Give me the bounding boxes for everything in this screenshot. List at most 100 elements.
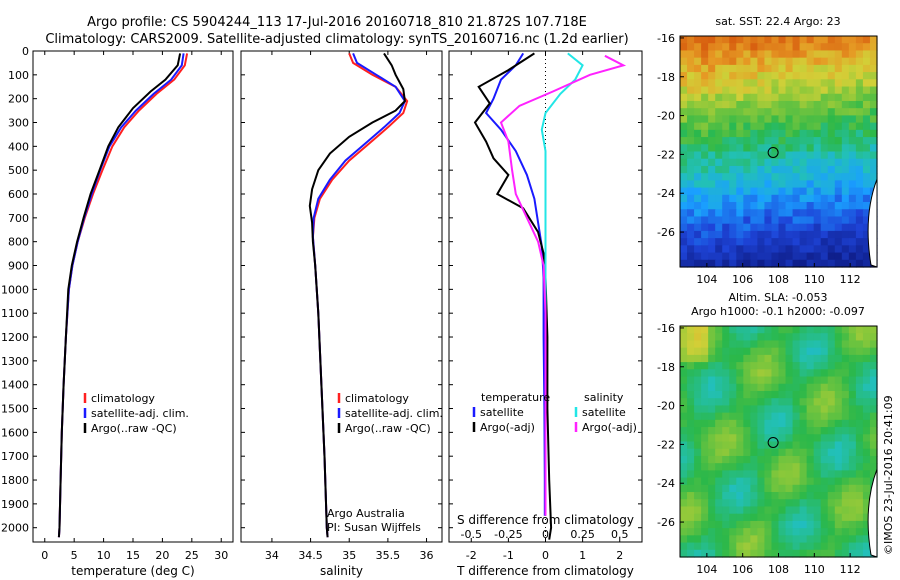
- heatmap-cell: [757, 245, 766, 254]
- heatmap-cell: [764, 405, 773, 414]
- heatmap-cell: [792, 216, 801, 225]
- heatmap-cell: [806, 549, 815, 558]
- heatmap-cell: [708, 259, 716, 268]
- heatmap-cell: [813, 549, 822, 558]
- heatmap-cell: [792, 390, 801, 399]
- heatmap-cell: [750, 405, 758, 414]
- heatmap-cell: [841, 79, 850, 88]
- heatmap-cell: [855, 187, 864, 196]
- heatmap-cell: [736, 383, 744, 392]
- heatmap-cell: [708, 549, 716, 558]
- heatmap-cell: [736, 108, 744, 117]
- heatmap-cell: [764, 43, 773, 52]
- heatmap-cell: [736, 86, 744, 95]
- heatmap-cell: [764, 252, 773, 261]
- temperature-xtick-label: 0: [41, 549, 48, 562]
- heatmap-cell: [820, 86, 829, 95]
- heatmap-cell: [771, 354, 780, 363]
- heatmap-cell: [855, 542, 864, 551]
- heatmap-cell: [834, 398, 843, 407]
- heatmap-cell: [799, 535, 808, 544]
- heatmap-cell: [680, 144, 688, 153]
- heatmap-cell: [778, 326, 787, 334]
- heatmap-cell: [820, 57, 829, 66]
- heatmap-cell: [820, 535, 829, 544]
- heatmap-cell: [743, 362, 751, 370]
- heatmap-cell: [813, 158, 822, 167]
- heatmap-cell: [680, 202, 688, 210]
- heatmap-cell: [743, 383, 751, 392]
- heatmap-cell: [848, 520, 857, 529]
- heatmap-cell: [687, 383, 695, 392]
- heatmap-cell: [694, 79, 702, 88]
- heatmap-cell: [743, 158, 751, 167]
- heatmap-cell: [743, 108, 751, 117]
- heatmap-cell: [820, 72, 829, 80]
- heatmap-cell: [750, 369, 758, 378]
- heatmap-cell: [855, 100, 864, 109]
- heatmap-cell: [806, 216, 815, 225]
- heatmap-cell: [701, 151, 709, 160]
- heatmap-cell: [743, 506, 751, 515]
- heatmap-cell: [680, 36, 688, 44]
- heatmap-cell: [778, 144, 787, 153]
- heatmap-cell: [722, 57, 730, 66]
- heatmap-cell: [764, 470, 773, 479]
- heatmap-cell: [806, 202, 815, 210]
- heatmap-cell: [813, 72, 822, 80]
- heatmap-cell: [687, 50, 695, 59]
- heatmap-cell: [799, 187, 808, 196]
- heatmap-cell: [792, 419, 801, 428]
- heatmap-cell: [792, 383, 801, 392]
- heatmap-cell: [834, 376, 843, 385]
- heatmap-cell: [687, 354, 695, 363]
- heatmap-cell: [827, 340, 836, 349]
- heatmap-cell: [799, 354, 808, 363]
- heatmap-cell: [813, 405, 822, 414]
- heatmap-cell: [757, 369, 766, 378]
- heatmap-cell: [694, 64, 702, 73]
- heatmap-cell: [813, 36, 822, 44]
- heatmap-cell: [701, 72, 709, 80]
- heatmap-cell: [862, 455, 871, 464]
- depth-tick-label: 300: [8, 117, 29, 130]
- heatmap-cell: [820, 122, 829, 131]
- heatmap-cell: [813, 520, 822, 529]
- heatmap-cell: [764, 506, 773, 515]
- series-argo-raw-qc-: [308, 52, 406, 538]
- heatmap-cell: [813, 238, 822, 246]
- heatmap-cell: [687, 202, 695, 210]
- series-t-argo-adj-: [473, 52, 553, 540]
- heatmap-cell: [764, 369, 773, 378]
- heatmap-cell: [764, 535, 773, 544]
- heatmap-cell: [869, 347, 878, 356]
- heatmap-cell: [750, 72, 758, 80]
- heatmap-cell: [722, 108, 730, 117]
- heatmap-cell: [806, 506, 815, 515]
- heatmap-cell: [813, 470, 822, 479]
- heatmap-cell: [750, 362, 758, 370]
- heatmap-cell: [701, 129, 709, 138]
- heatmap-cell: [862, 115, 871, 124]
- heatmap-cell: [687, 57, 695, 66]
- heatmap-cell: [715, 477, 723, 486]
- heatmap-cell: [715, 441, 723, 450]
- heatmap-cell: [771, 245, 780, 254]
- heatmap-cell: [869, 441, 878, 450]
- heatmap-cell: [820, 405, 829, 414]
- heatmap-cell: [736, 427, 744, 435]
- heatmap-cell: [855, 64, 864, 73]
- sst-lat-label: -24: [657, 187, 675, 200]
- heatmap-cell: [848, 354, 857, 363]
- heatmap-cell: [841, 499, 850, 508]
- heatmap-cell: [701, 441, 709, 450]
- heatmap-cell: [715, 165, 723, 174]
- heatmap-cell: [862, 151, 871, 160]
- heatmap-cell: [862, 441, 871, 450]
- heatmap-cell: [799, 79, 808, 88]
- sla-map-title-line2: Argo h1000: -0.1 h2000: -0.097: [691, 305, 865, 318]
- heatmap-cell: [862, 326, 871, 334]
- heatmap-cell: [687, 100, 695, 109]
- heatmap-cell: [778, 36, 787, 44]
- heatmap-cell: [841, 43, 850, 52]
